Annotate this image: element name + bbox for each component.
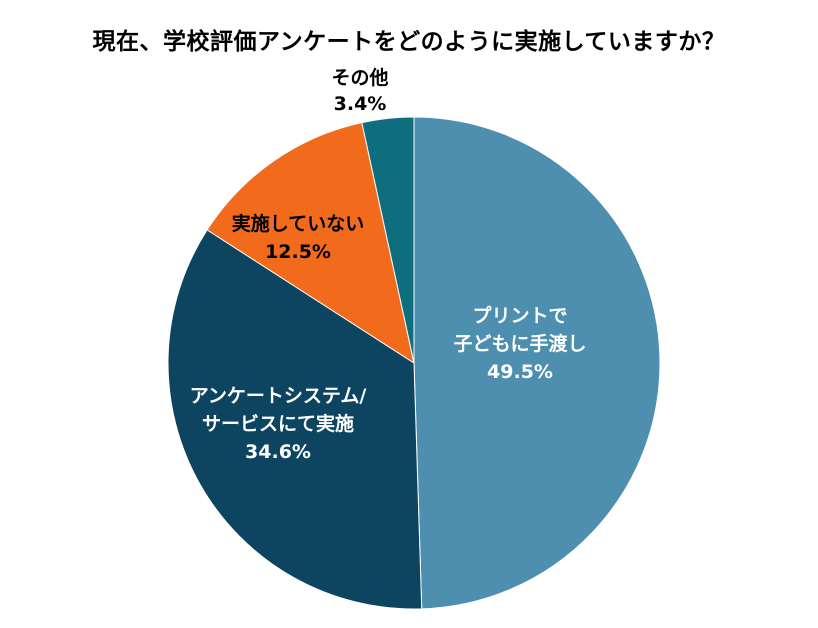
chart-title: 現在、学校評価アンケートをどのように実施していますか？	[92, 29, 726, 55]
slice-value-label-2: 34.6%	[245, 441, 311, 463]
slice-value-label-1: 49.5%	[487, 361, 553, 383]
slice-category-label-2: サービスにて実施	[202, 412, 354, 435]
pie-slice-4	[361, 116, 415, 364]
slice-value-label-4: 3.4%	[334, 93, 387, 115]
slice-value-label-3: 12.5%	[265, 241, 331, 263]
pie-slice-1	[413, 116, 661, 610]
slice-category-label-1: プリントで	[472, 304, 567, 327]
slice-category-label-4: その他	[331, 66, 388, 89]
pie-slice-3	[206, 121, 415, 365]
pie-slice-2	[167, 229, 423, 610]
slice-category-label-1: 子どもに手渡し	[453, 332, 586, 355]
slice-category-label-3: 実施していない	[232, 212, 364, 235]
slice-category-label-2: アンケートシステム/	[190, 385, 367, 407]
